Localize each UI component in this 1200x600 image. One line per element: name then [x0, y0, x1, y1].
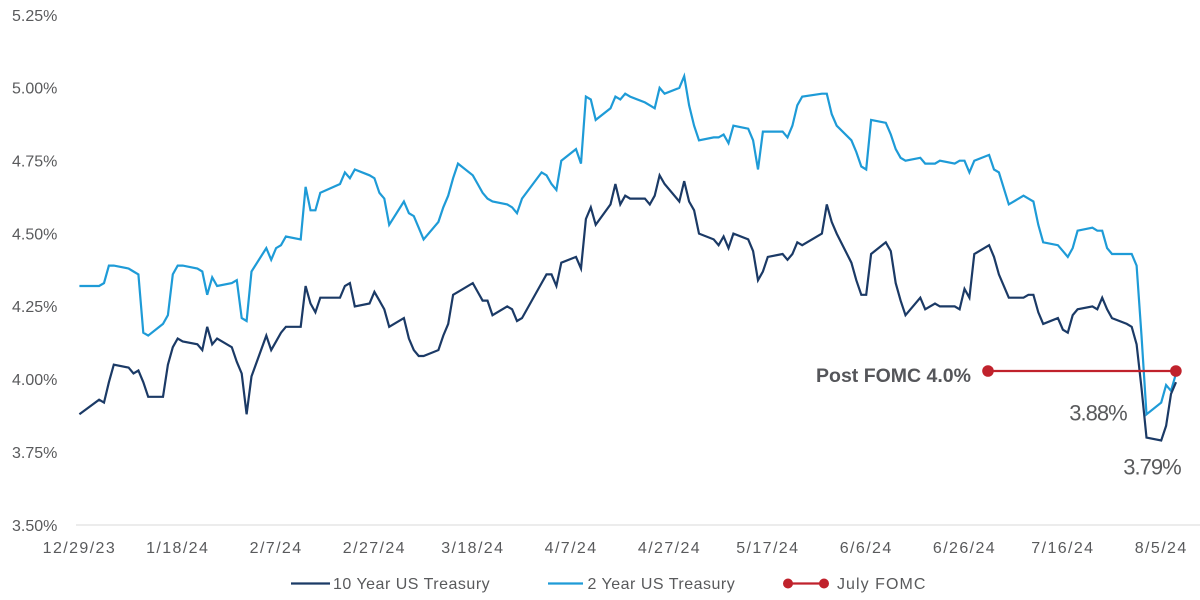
- svg-text:10 Year US Treasury: 10 Year US Treasury: [333, 576, 490, 593]
- svg-text:5.25%: 5.25%: [12, 8, 57, 25]
- svg-text:4/7/24: 4/7/24: [545, 540, 598, 557]
- svg-text:4/27/24: 4/27/24: [638, 540, 701, 557]
- svg-text:6/26/24: 6/26/24: [933, 540, 996, 557]
- svg-text:1/18/24: 1/18/24: [146, 540, 209, 557]
- svg-text:5/17/24: 5/17/24: [736, 540, 799, 557]
- svg-text:2/27/24: 2/27/24: [343, 540, 406, 557]
- svg-text:5.00%: 5.00%: [12, 81, 57, 98]
- svg-text:8/5/24: 8/5/24: [1135, 540, 1188, 557]
- svg-text:2/7/24: 2/7/24: [250, 540, 303, 557]
- svg-text:Post FOMC 4.0%: Post FOMC 4.0%: [816, 365, 971, 387]
- svg-text:3.75%: 3.75%: [12, 445, 57, 462]
- svg-text:4.25%: 4.25%: [12, 299, 57, 316]
- svg-text:6/6/24: 6/6/24: [840, 540, 893, 557]
- svg-text:12/29/23: 12/29/23: [43, 540, 116, 557]
- svg-text:3.79%: 3.79%: [1123, 454, 1181, 479]
- svg-text:2 Year US Treasury: 2 Year US Treasury: [588, 576, 736, 593]
- svg-text:3.88%: 3.88%: [1069, 400, 1127, 425]
- svg-text:3.50%: 3.50%: [12, 518, 57, 535]
- svg-text:3/18/24: 3/18/24: [441, 540, 504, 557]
- svg-text:4.00%: 4.00%: [12, 372, 57, 389]
- svg-text:7/16/24: 7/16/24: [1031, 540, 1094, 557]
- svg-text:4.75%: 4.75%: [12, 154, 57, 171]
- svg-text:July FOMC: July FOMC: [837, 576, 926, 593]
- svg-text:4.50%: 4.50%: [12, 226, 57, 243]
